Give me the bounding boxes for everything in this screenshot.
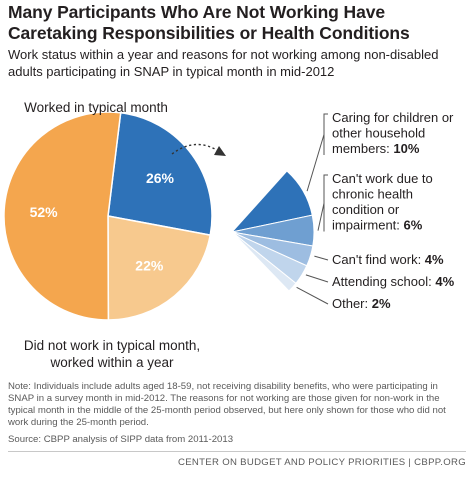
breakdown-leader-3 (314, 255, 329, 261)
pie-slice-worked (3, 111, 122, 321)
label-worked: Worked in typical month (24, 100, 168, 115)
chart-canvas: 26% 22% 52% Worked in typical month Did not … (3, 100, 455, 370)
breakdown-label-1-line-3: members: 10% (332, 141, 420, 156)
breakdown-label-5: Other: 2% (296, 286, 391, 311)
footer-divider (8, 451, 466, 452)
breakdown-label-2-line-2: chronic health (332, 187, 413, 202)
breakdown-label-5-line-1: Other: 2% (332, 296, 391, 311)
breakdown-label-3-line-1: Can't find work: 4% (332, 252, 444, 267)
footer-credit: CENTER ON BUDGET AND POLICY PRIORITIES |… (177, 457, 466, 468)
pie-slice-worked-within-year (107, 215, 212, 321)
pie-slice-worked-value: 52% (30, 204, 59, 220)
connector-arrow-line (171, 143, 221, 155)
chart-title: Many Participants Who Are Not Working Ha… (8, 2, 410, 43)
connector-arrow-head (214, 146, 226, 156)
label-worked-within-year-line2: worked within a year (49, 355, 174, 370)
breakdown-label-4: Attending school: 4% (305, 274, 455, 289)
breakdown-leader-5 (296, 286, 329, 305)
chart-subtitle: Work status within a year and reasons fo… (8, 47, 439, 79)
pie-slice-not-working (107, 111, 213, 237)
breakdown-label-3: Can't find work: 4% (314, 252, 444, 267)
breakdown-label-2-line-4: impairment: 6% (332, 218, 423, 233)
breakdown-label-1-line-2: other household (332, 126, 425, 141)
connector-arrow (171, 143, 226, 156)
breakdown-leader-4 (305, 274, 329, 283)
chart-note: Note: Individuals include adults aged 18… (8, 381, 446, 428)
main-pie (3, 111, 213, 321)
chart-source: Source: CBPP analysis of SIPP data from … (8, 434, 234, 445)
main-pie-labels: 26% 22% 52% Worked in typical month Did not … (24, 100, 200, 370)
breakdown-fan (230, 170, 315, 292)
fan-slice-other (231, 231, 297, 292)
label-worked-within-year-line1: Did not work in typical month, (24, 338, 200, 353)
breakdown-leader-1 (306, 113, 328, 192)
breakdown-label-2-line-3: condition or (332, 202, 400, 217)
breakdown-leader-2 (317, 174, 328, 232)
breakdown-label-4-line-1: Attending school: 4% (332, 274, 455, 289)
pie-slice-worked-within-year-value: 22% (135, 258, 164, 274)
breakdown-label-1-line-1: Caring for children or (332, 110, 454, 125)
breakdown-label-2-line-1: Can't work due to (332, 171, 433, 186)
pie-slice-not-working-value: 26% (146, 170, 175, 186)
